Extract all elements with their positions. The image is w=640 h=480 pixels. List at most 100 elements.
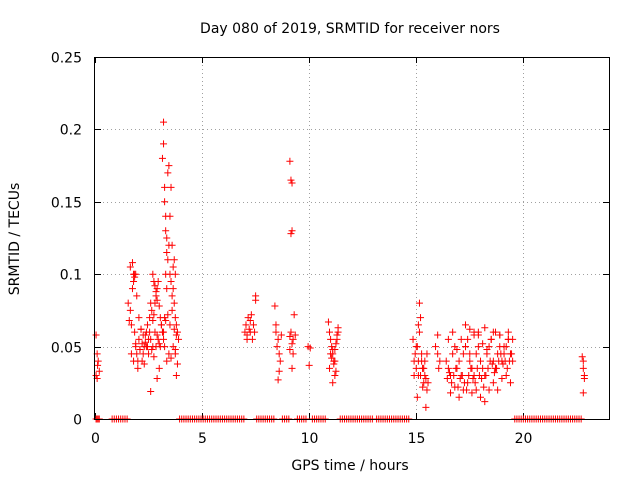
data-point	[489, 379, 497, 387]
data-point	[247, 311, 255, 319]
data-point	[172, 321, 180, 329]
data-point	[580, 374, 588, 382]
data-point	[459, 386, 467, 394]
data-point	[287, 176, 295, 184]
data-point	[288, 364, 296, 372]
data-point	[487, 335, 495, 343]
data-point	[485, 386, 493, 394]
data-point	[128, 259, 136, 267]
data-point	[136, 345, 144, 353]
x-tick-label: 10	[301, 431, 319, 447]
data-point	[503, 364, 511, 372]
data-point	[453, 345, 461, 353]
data-point	[327, 350, 335, 358]
data-point	[579, 364, 587, 372]
data-point	[331, 372, 339, 380]
data-point	[160, 118, 168, 126]
data-point	[498, 374, 506, 382]
data-point	[275, 367, 283, 375]
data-point	[95, 367, 103, 375]
data-point	[143, 343, 151, 351]
data-point	[163, 248, 171, 256]
data-point	[421, 357, 429, 365]
data-point	[242, 321, 250, 329]
data-point	[481, 324, 489, 332]
data-point	[273, 343, 281, 351]
data-point	[464, 379, 472, 387]
y-axis-label: SRMTID / TECUs	[7, 183, 23, 296]
data-point	[444, 335, 452, 343]
data-point	[332, 367, 340, 375]
data-point	[328, 343, 336, 351]
data-point	[464, 335, 472, 343]
data-point	[162, 317, 170, 325]
data-point	[167, 277, 175, 285]
data-point	[414, 357, 422, 365]
data-point	[411, 350, 419, 358]
data-point	[127, 321, 135, 329]
data-point	[272, 321, 280, 329]
data-point	[483, 345, 491, 353]
data-point	[288, 227, 296, 235]
data-point	[578, 353, 586, 361]
grid	[95, 57, 609, 419]
data-point	[489, 328, 497, 336]
data-point	[155, 302, 163, 310]
axis-ticks: 0 0.05 0.1 0.15 0.2 0.25 0 5 10 15 20	[51, 51, 609, 447]
data-points	[92, 118, 588, 423]
data-point	[158, 328, 166, 336]
data-point	[125, 317, 133, 325]
data-point	[478, 374, 486, 382]
data-point	[505, 357, 513, 365]
data-point	[163, 357, 171, 365]
data-point	[477, 393, 484, 401]
data-point	[126, 263, 134, 271]
x-tick-label: 15	[408, 431, 426, 447]
data-point	[149, 317, 157, 325]
data-point	[161, 183, 169, 191]
data-point	[140, 360, 148, 368]
data-point	[146, 328, 154, 336]
data-point	[417, 314, 425, 322]
data-point	[130, 277, 138, 285]
data-point	[135, 314, 143, 322]
data-point	[424, 379, 432, 387]
data-point	[155, 364, 163, 372]
y-tick-label: 0.25	[51, 51, 82, 67]
data-point	[579, 357, 587, 365]
data-point	[409, 335, 417, 343]
data-point	[175, 335, 183, 343]
data-point	[288, 179, 296, 187]
data-point	[472, 350, 480, 358]
data-point	[164, 256, 172, 264]
data-point	[245, 325, 253, 333]
data-point	[465, 372, 473, 380]
data-point	[151, 282, 159, 290]
data-point	[442, 357, 450, 365]
data-point	[243, 335, 251, 343]
y-tick-label: 0.1	[60, 268, 82, 284]
data-point	[419, 383, 427, 391]
data-point	[448, 379, 456, 387]
data-point	[449, 350, 457, 358]
data-point	[275, 350, 283, 358]
data-point	[291, 331, 299, 339]
data-point	[130, 357, 138, 365]
data-point	[462, 343, 470, 351]
data-point	[330, 360, 338, 368]
data-point	[168, 241, 176, 249]
data-point	[504, 335, 512, 343]
data-point	[146, 314, 154, 322]
y-tick-label: 0.05	[51, 341, 82, 357]
data-point	[327, 335, 335, 343]
data-point	[423, 386, 431, 394]
chart-title: Day 080 of 2019, SRMTID for receiver nor…	[200, 21, 500, 37]
data-point	[288, 340, 296, 348]
data-point	[474, 331, 482, 339]
data-point	[287, 328, 295, 336]
data-point	[163, 234, 171, 242]
data-point	[143, 321, 151, 329]
data-point	[502, 372, 510, 380]
data-point	[158, 154, 166, 162]
data-point	[171, 270, 179, 278]
